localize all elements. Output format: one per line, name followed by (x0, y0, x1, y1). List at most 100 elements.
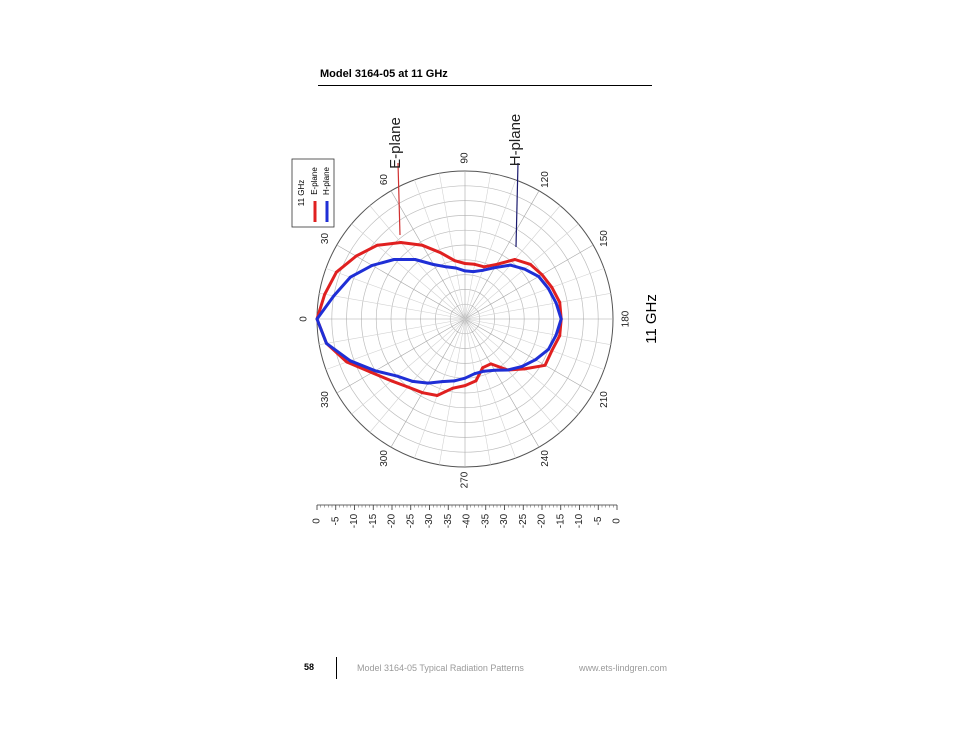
grid-spoke (464, 244, 594, 320)
annotation-layer: E-plane H-plane (387, 114, 524, 248)
data-point-e-plane (558, 334, 562, 338)
radial-scale-label: 0 (612, 518, 623, 524)
data-point-e-plane (523, 367, 526, 371)
grid-spoke (336, 244, 466, 320)
data-point-e-plane (323, 292, 327, 296)
radial-scale-label: -25 (405, 513, 416, 528)
angle-tick-label: 150 (599, 230, 610, 247)
grid-spoke (319, 293, 466, 320)
grid-spoke (369, 318, 466, 433)
data-point-e-plane (421, 391, 424, 395)
data-point-e-plane (334, 270, 338, 274)
grid-spoke (390, 190, 466, 320)
angle-tick-labels: 0 30 60 90 120 150 180 210 240 270 300 330 (299, 152, 632, 488)
data-point-h-plane (463, 376, 467, 380)
data-point-h-plane (547, 347, 550, 351)
legend-title: 11 GHz (297, 180, 306, 207)
radial-scale-label: -30 (499, 513, 510, 528)
angle-tick-label: 60 (379, 174, 390, 186)
data-point-e-plane (481, 366, 485, 370)
data-point-e-plane (406, 385, 410, 389)
data-point-e-plane (540, 273, 544, 276)
legend-label-h-plane: H-plane (322, 166, 331, 195)
title-rule (318, 85, 652, 86)
radial-scale-label: -30 (424, 513, 435, 528)
grid-spoke (464, 268, 605, 320)
footer-document-title: Model 3164-05 Typical Radiation Patterns (357, 663, 524, 673)
angle-tick-label: 180 (621, 310, 632, 327)
radial-scale-label: -15 (368, 513, 379, 528)
data-point-h-plane (482, 369, 486, 373)
grid-spoke (369, 205, 466, 320)
radial-scale-label: 0 (312, 518, 323, 524)
data-point-h-plane (463, 269, 467, 273)
data-point-h-plane (332, 294, 336, 298)
grid-spoke (414, 318, 466, 459)
data-point-h-plane (520, 365, 524, 368)
grid-spoke (351, 318, 466, 415)
data-point-h-plane (559, 317, 563, 321)
grid-spoke (336, 318, 466, 394)
data-point-e-plane (463, 262, 467, 265)
data-point-h-plane (348, 359, 352, 363)
footer-page-number: 58 (304, 662, 315, 672)
legend: 11 GHz E-plane H-plane (291, 158, 335, 228)
annotation-label: E-plane (387, 117, 404, 169)
radial-scale-label: -35 (443, 513, 454, 528)
angle-tick-label: 240 (540, 450, 551, 467)
data-point-h-plane (444, 265, 448, 269)
radial-scale: 0 -5 -10 -15 -20 -25 -30 -35 -40 -35 -30 -25 -20 -15-… (312, 504, 623, 528)
data-point-e-plane (558, 300, 562, 304)
data-point-e-plane (513, 258, 517, 261)
data-point-h-plane (481, 268, 485, 272)
grid-spoke (439, 173, 466, 320)
grid-spoke (464, 318, 516, 459)
data-point-h-plane (554, 301, 558, 305)
grid-spoke (464, 318, 561, 433)
radial-scale-label: -15 (555, 513, 566, 528)
radial-scale-label: -40 (462, 513, 473, 528)
radial-scale-label: -5 (593, 516, 604, 525)
data-point-h-plane (471, 270, 475, 274)
data-point-e-plane (435, 394, 439, 397)
annotation-leader-1 (515, 162, 519, 248)
data-point-h-plane (413, 258, 417, 261)
data-point-h-plane (432, 263, 435, 266)
grid-spoke (464, 173, 491, 320)
data-point-e-plane (482, 265, 486, 269)
data-point-h-plane (452, 379, 456, 383)
data-point-h-plane (411, 379, 415, 383)
data-point-h-plane (508, 263, 512, 267)
data-point-h-plane (534, 358, 537, 362)
grid-spoke (464, 318, 491, 465)
data-point-h-plane (537, 275, 541, 278)
data-point-h-plane (547, 287, 550, 291)
data-point-h-plane (523, 267, 526, 271)
data-point-h-plane (370, 263, 374, 267)
data-point-e-plane (354, 254, 358, 258)
data-point-h-plane (493, 266, 496, 270)
radial-scale-label: -35 (480, 513, 491, 528)
grid-spoke (351, 223, 466, 320)
data-point-h-plane (554, 333, 558, 337)
angle-tick-label: 300 (379, 450, 390, 467)
data-point-e-plane (389, 379, 393, 383)
footer-website-link[interactable]: www.ets-lindgren.com (579, 663, 668, 673)
angle-tick-label: 270 (460, 471, 471, 488)
grid-spoke (464, 190, 540, 320)
annotation-label: H-plane (507, 114, 524, 167)
data-point-h-plane (473, 372, 477, 376)
data-point-e-plane (550, 349, 554, 353)
grid-spoke (464, 205, 561, 320)
data-point-h-plane (506, 368, 510, 372)
data-point-e-plane (370, 371, 374, 375)
radial-scale-label: -10 (574, 513, 585, 528)
data-point-e-plane (495, 263, 498, 266)
data-point-h-plane (493, 368, 496, 372)
data-point-h-plane (315, 317, 319, 321)
grid-spoke (414, 179, 466, 320)
data-point-e-plane (543, 363, 547, 367)
data-point-h-plane (373, 369, 377, 373)
data-point-h-plane (325, 342, 328, 345)
